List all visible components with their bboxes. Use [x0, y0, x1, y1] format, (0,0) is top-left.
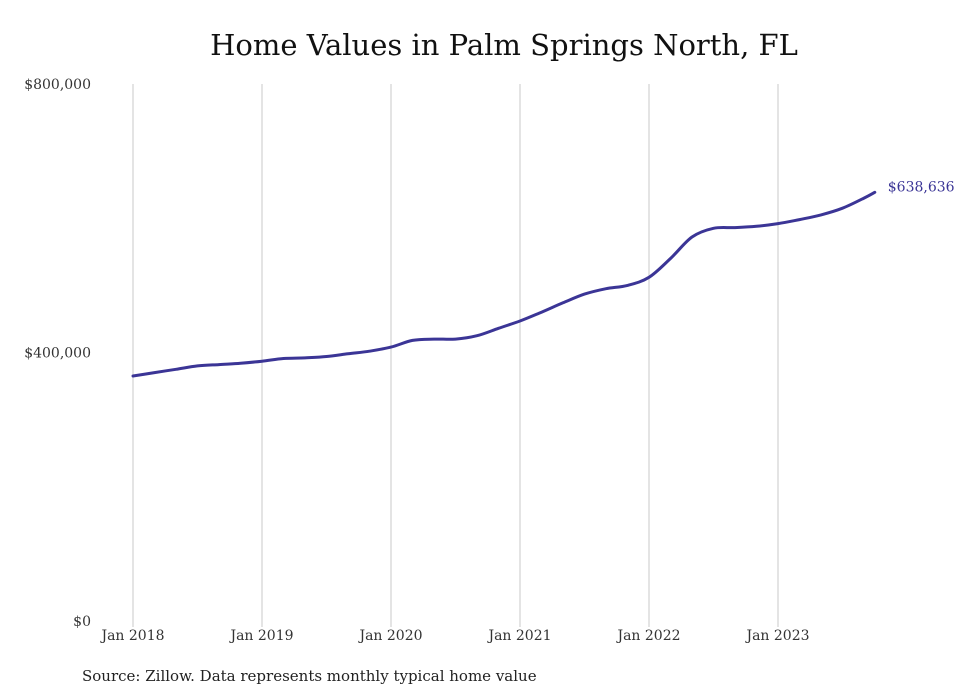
series-layer: $638,636 [131, 179, 955, 378]
series-line [131, 190, 877, 378]
x-tick-label: Jan 2022 [615, 628, 680, 644]
x-tick-label: Jan 2020 [357, 628, 422, 644]
end-value-label: $638,636 [888, 179, 955, 195]
y-tick-label: $0 [73, 614, 91, 630]
chart-title: Home Values in Palm Springs North, FL [210, 28, 798, 62]
x-tick-label: Jan 2019 [228, 628, 293, 644]
x-axis-ticks: Jan 2018 Jan 2019 Jan 2020 Jan 2021 Jan 2022… [99, 628, 809, 644]
x-tick-label: Jan 2023 [744, 628, 809, 644]
y-tick-label: $400,000 [24, 346, 91, 362]
y-axis-ticks: $0 $400,000 $800,000 [24, 77, 91, 630]
y-tick-label: $800,000 [24, 77, 91, 93]
x-tick-label: Jan 2021 [486, 628, 551, 644]
source-note: Source: Zillow. Data represents monthly … [82, 667, 537, 685]
gridlines [132, 84, 779, 627]
x-tick-label: Jan 2018 [99, 628, 164, 644]
